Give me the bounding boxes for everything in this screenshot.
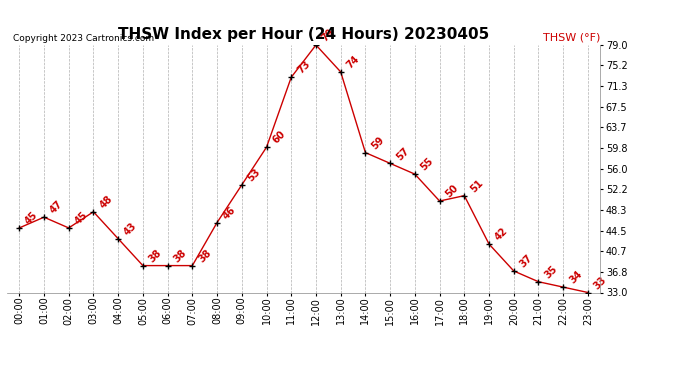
Text: 60: 60	[270, 129, 287, 146]
Text: 38: 38	[172, 248, 188, 264]
Text: 34: 34	[567, 269, 584, 286]
Text: 37: 37	[518, 253, 535, 270]
Text: 46: 46	[221, 204, 238, 221]
Text: 59: 59	[370, 135, 386, 151]
Text: 38: 38	[147, 248, 164, 264]
Text: 73: 73	[295, 59, 312, 76]
Text: 74: 74	[345, 54, 362, 70]
Text: 53: 53	[246, 167, 263, 183]
Text: 79: 79	[320, 27, 337, 44]
Text: 35: 35	[542, 264, 560, 280]
Text: 33: 33	[592, 274, 609, 291]
Text: 55: 55	[419, 156, 435, 173]
Text: 50: 50	[444, 183, 460, 200]
Text: 42: 42	[493, 226, 510, 243]
Text: Copyright 2023 Cartronics.com: Copyright 2023 Cartronics.com	[13, 33, 154, 42]
Text: 38: 38	[197, 248, 213, 264]
Text: THSW (°F): THSW (°F)	[543, 33, 600, 42]
Text: 47: 47	[48, 199, 65, 216]
Text: 43: 43	[122, 221, 139, 237]
Text: 51: 51	[469, 178, 485, 194]
Text: 45: 45	[73, 210, 90, 226]
Text: 48: 48	[97, 194, 115, 210]
Title: THSW Index per Hour (24 Hours) 20230405: THSW Index per Hour (24 Hours) 20230405	[118, 27, 489, 42]
Text: 45: 45	[23, 210, 40, 226]
Text: 57: 57	[394, 146, 411, 162]
